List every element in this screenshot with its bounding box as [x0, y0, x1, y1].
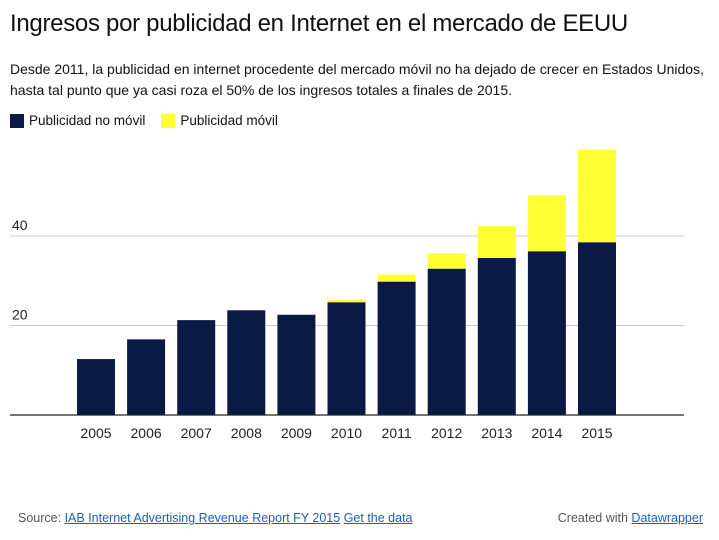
legend-swatch-mobile [161, 113, 176, 128]
x-tick-label-2006: 2006 [131, 425, 162, 441]
chart-subtitle: Desde 2011, la publicidad en internet pr… [10, 61, 704, 98]
credit-footer: Created with Datawrapper [558, 511, 703, 525]
y-tick-label-40: 40 [12, 217, 28, 233]
y-tick-label-20: 20 [12, 307, 28, 323]
x-tick-label-2008: 2008 [231, 425, 262, 441]
x-tick-label-2010: 2010 [331, 425, 362, 441]
legend: Publicidad no móvil Publicidad móvil [10, 113, 294, 128]
bar-mobile-2010 [327, 299, 366, 303]
bar-mobile-2012 [427, 253, 466, 269]
bar-mobile-2015 [578, 149, 616, 243]
bar-mobile-2011 [377, 274, 416, 282]
bar-non-mobile-2013 [477, 257, 516, 415]
x-tick-label-2011: 2011 [382, 425, 412, 441]
x-tick-label-2009: 2009 [281, 425, 312, 441]
legend-item-non-mobile: Publicidad no móvil [10, 113, 145, 128]
x-tick-label-2005: 2005 [80, 425, 111, 441]
x-tick-label-2014: 2014 [531, 425, 562, 441]
source-footer: Source: IAB Internet Advertising Revenue… [18, 511, 413, 525]
bar-non-mobile-2011 [377, 281, 416, 415]
bar-non-mobile-2007 [177, 320, 216, 415]
chart-title: Ingresos por publicidad en Internet en e… [10, 10, 628, 37]
get-data-link[interactable]: Get the data [343, 511, 413, 525]
created-label: Created with [557, 511, 628, 525]
source-label: Source: [18, 511, 62, 525]
x-tick-label-2012: 2012 [431, 425, 462, 441]
bar-non-mobile-2006 [127, 339, 166, 415]
x-tick-label-2013: 2013 [481, 425, 512, 441]
bar-non-mobile-2012 [427, 268, 466, 415]
legend-swatch-non-mobile [10, 113, 24, 128]
bar-non-mobile-2008 [227, 310, 266, 415]
datawrapper-link[interactable]: Datawrapper [631, 511, 703, 525]
bar-mobile-2013 [477, 226, 516, 258]
bar-non-mobile-2010 [327, 302, 366, 415]
bar-chart: 20 40 2005 2006 2007 2008 2009 2010 2011 2012 2013… [10, 149, 684, 441]
x-tick-label-2015: 2015 [581, 425, 612, 441]
bar-non-mobile-2005 [77, 359, 115, 415]
bar-non-mobile-2009 [277, 314, 316, 415]
bar-non-mobile-2014 [527, 251, 566, 415]
x-tick-label-2007: 2007 [181, 425, 212, 441]
legend-item-mobile: Publicidad móvil [161, 113, 278, 128]
bar-non-mobile-2015 [578, 242, 616, 415]
source-link[interactable]: IAB Internet Advertising Revenue Report … [64, 511, 341, 525]
bar-mobile-2014 [527, 195, 566, 252]
legend-label-non-mobile: Publicidad no móvil [29, 113, 146, 128]
legend-label-mobile: Publicidad móvil [180, 113, 278, 128]
